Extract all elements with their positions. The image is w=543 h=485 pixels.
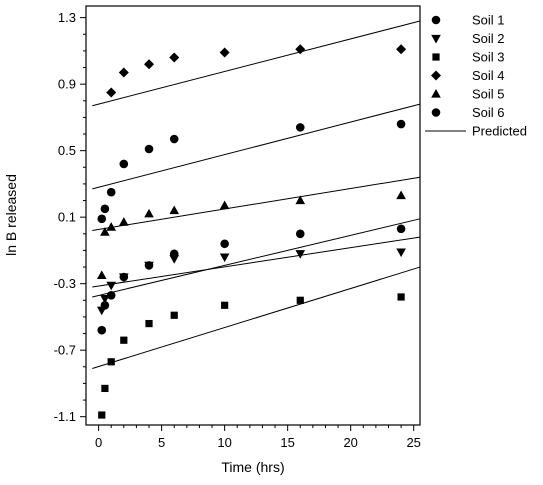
data-point-soil-4 xyxy=(219,47,230,58)
x-tick-label: 10 xyxy=(217,435,231,450)
predicted-line xyxy=(92,176,421,231)
legend-marker xyxy=(431,34,441,44)
y-tick-label: -0.7 xyxy=(54,343,76,358)
x-tick-label: 5 xyxy=(158,435,165,450)
data-point-soil-1 xyxy=(106,291,116,300)
data-point-soil-2 xyxy=(144,261,154,271)
legend-label: Soil 4 xyxy=(472,68,505,83)
data-point-soil-1 xyxy=(396,224,406,234)
legend-label: Soil 6 xyxy=(472,105,505,120)
data-point-soil-3 xyxy=(101,384,109,393)
data-point-soil-5 xyxy=(396,190,406,200)
y-tick-label: -0.3 xyxy=(54,276,76,291)
y-tick-label: 0.9 xyxy=(58,77,76,92)
y-tick-label: 0.5 xyxy=(58,143,76,158)
data-point-soil-1 xyxy=(295,229,305,239)
data-point-soil-6 xyxy=(295,123,305,132)
y-tick-label: 1.3 xyxy=(58,10,76,25)
data-point-soil-4 xyxy=(118,67,129,78)
legend-label: Predicted xyxy=(472,124,527,139)
data-point-soil-3 xyxy=(397,293,405,301)
data-point-soil-3 xyxy=(120,336,128,344)
data-point-soil-3 xyxy=(145,319,153,328)
y-axis-label: ln B released xyxy=(3,174,19,256)
data-point-soil-5 xyxy=(96,270,107,279)
legend-marker xyxy=(431,89,441,98)
data-point-soil-2 xyxy=(295,250,306,259)
data-point-soil-4 xyxy=(295,44,306,55)
legend-label: Soil 3 xyxy=(472,50,505,65)
data-point-soil-5 xyxy=(106,222,117,231)
data-point-soil-2 xyxy=(106,281,117,291)
data-point-soil-4 xyxy=(106,87,117,98)
data-point-soil-6 xyxy=(100,204,110,214)
legend-label: Soil 2 xyxy=(472,31,505,46)
x-tick-label: 25 xyxy=(406,435,420,450)
data-point-soil-2 xyxy=(219,253,230,263)
data-point-soil-3 xyxy=(107,358,115,366)
data-point-soil-1 xyxy=(220,239,229,249)
data-point-soil-3 xyxy=(98,411,106,419)
data-point-soil-5 xyxy=(119,217,129,226)
legend: Soil 1 Soil 2 Soil 3 Soil 4 Soil 5 Soil 6 Pred… xyxy=(425,13,527,139)
data-point-soil-4 xyxy=(144,59,155,70)
legend-marker xyxy=(432,53,440,61)
legend-marker xyxy=(431,108,441,117)
data-point-soil-4 xyxy=(169,52,180,63)
data-point-soil-5 xyxy=(100,227,110,236)
predicted-line xyxy=(92,218,421,298)
data-point-soil-5 xyxy=(219,200,230,210)
predicted-line xyxy=(92,236,421,288)
x-tick-label: 15 xyxy=(280,435,294,450)
data-point-soil-5 xyxy=(169,205,180,215)
plot-frame xyxy=(85,5,421,426)
data-point-soil-2 xyxy=(396,248,406,258)
predicted-line xyxy=(92,103,421,190)
data-point-soil-2 xyxy=(169,255,180,264)
y-tick-label: 0.1 xyxy=(58,210,76,225)
data-point-soil-6 xyxy=(144,144,154,154)
data-point-soil-2 xyxy=(119,273,129,283)
data-point-soil-4 xyxy=(396,44,407,55)
plot-content xyxy=(92,20,421,419)
data-point-soil-3 xyxy=(170,311,178,319)
data-point-soil-5 xyxy=(295,195,306,205)
predicted-line xyxy=(92,266,421,369)
legend-label: Soil 5 xyxy=(472,87,505,102)
y-tick-label: -1.1 xyxy=(54,409,76,424)
predicted-line xyxy=(92,20,421,107)
data-point-soil-6 xyxy=(169,134,179,144)
data-point-soil-1 xyxy=(97,325,107,335)
legend-label: Soil 1 xyxy=(472,13,505,28)
data-point-soil-5 xyxy=(144,208,154,218)
x-axis-label: Time (hrs) xyxy=(221,459,284,475)
data-point-soil-3 xyxy=(221,301,229,309)
data-point-soil-6 xyxy=(106,187,116,197)
legend-marker xyxy=(431,15,441,25)
axes: 0 5 10 15 20 25 -1.1 -0.7 -0.3 0.1 0.5 0.9 1.3 xyxy=(54,10,421,450)
data-point-soil-2 xyxy=(100,295,110,304)
data-point-soil-6 xyxy=(97,214,107,224)
data-point-soil-2 xyxy=(96,306,107,316)
data-point-soil-6 xyxy=(396,119,406,129)
data-point-soil-6 xyxy=(119,159,129,169)
legend-marker xyxy=(431,70,441,81)
data-point-soil-3 xyxy=(296,296,304,304)
x-tick-label: 20 xyxy=(343,435,357,450)
x-tick-label: 0 xyxy=(95,435,102,450)
